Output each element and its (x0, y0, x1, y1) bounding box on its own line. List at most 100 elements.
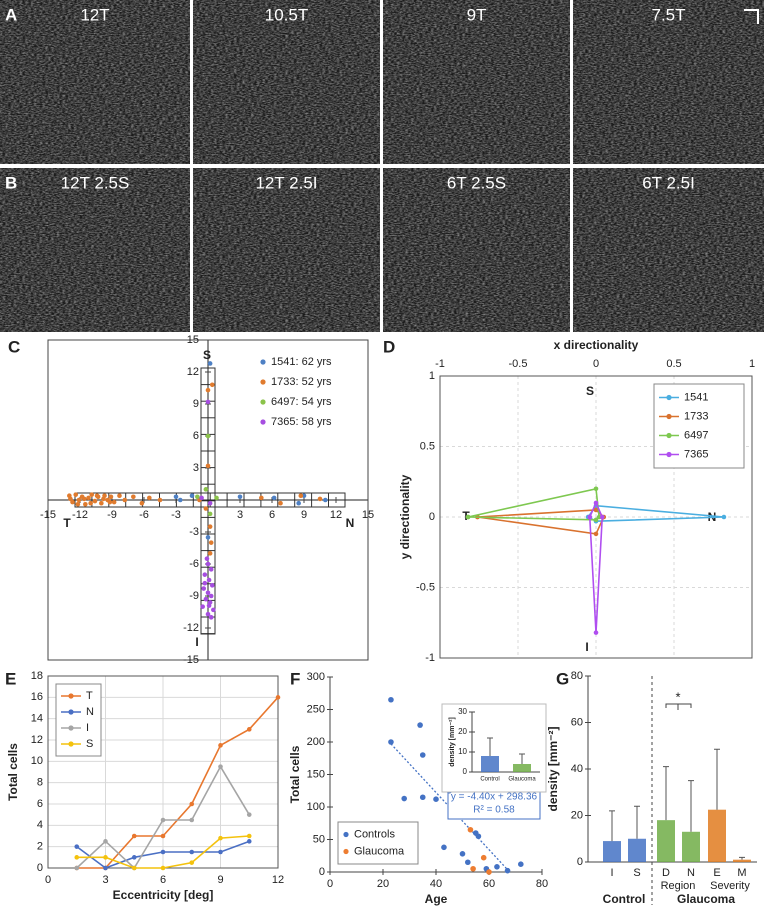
bar (657, 820, 675, 862)
y-tick-label: 50 (313, 833, 325, 845)
legend-marker (68, 725, 74, 731)
y-tick-label: -12 (183, 622, 199, 634)
data-point (494, 864, 500, 870)
data-point (419, 794, 426, 801)
x-tick-label: 9 (217, 874, 223, 886)
legend-label: Controls (354, 828, 395, 840)
data-point (201, 586, 207, 591)
y-tick-label: 16 (31, 691, 43, 703)
image-texture (383, 168, 570, 332)
legend-label: I (86, 722, 89, 734)
x-tick-label: -9 (107, 509, 117, 521)
image-texture (383, 0, 570, 164)
data-point (108, 494, 114, 500)
y-tick-label: -6 (189, 558, 199, 570)
legend-marker (260, 359, 266, 365)
data-point (177, 497, 183, 503)
category-label: M (737, 867, 746, 879)
data-point (75, 501, 81, 507)
data-point (74, 865, 80, 871)
inset-frame (441, 703, 547, 793)
data-point (246, 839, 252, 844)
tile-label: 7.5T (651, 5, 685, 24)
legend-label: 1733 (684, 410, 708, 422)
y-tick-label: 14 (31, 713, 43, 725)
data-point (518, 861, 524, 867)
series-line (467, 487, 600, 521)
x-tick-label: 9 (301, 509, 307, 521)
data-point (388, 739, 394, 745)
data-point (205, 399, 211, 405)
panel-letter: F (290, 669, 300, 688)
data-point (593, 517, 599, 523)
data-point (88, 500, 93, 506)
data-point (160, 833, 166, 839)
data-point (117, 493, 122, 499)
data-point (459, 851, 466, 857)
data-point (721, 514, 727, 520)
direction-label: I (585, 640, 588, 654)
x-tick-label: 12 (272, 874, 284, 886)
error-bar (487, 737, 493, 756)
x-tick-label: 6 (160, 874, 166, 886)
y-tick-label: 40 (571, 763, 583, 775)
bar (628, 838, 646, 862)
data-point (465, 859, 471, 866)
data-point (587, 514, 593, 520)
bar (708, 809, 726, 862)
legend-marker (260, 379, 266, 385)
data-point (195, 494, 200, 500)
data-point (207, 500, 213, 506)
image-texture (193, 168, 380, 332)
legend-box (55, 683, 102, 757)
data-point (103, 865, 108, 871)
trend-r2: R² = 0.58 (473, 805, 515, 816)
error-bar (634, 805, 640, 839)
trend-equation: y = -4.40x + 298.36 (451, 792, 538, 803)
data-point (131, 833, 137, 839)
y-tick-label: 18 (31, 670, 43, 682)
data-point (470, 865, 476, 872)
bar (513, 764, 531, 772)
y-axis-label: Total cells (288, 745, 302, 803)
legend-box (337, 821, 419, 865)
data-point (218, 764, 223, 769)
x-tick-label: 40 (430, 878, 442, 890)
panel-letter: D (383, 337, 395, 356)
data-point (401, 795, 408, 802)
x-tick-label: -12 (72, 509, 88, 521)
data-point (246, 727, 252, 732)
data-point (388, 696, 394, 703)
data-point (68, 496, 73, 502)
data-point (593, 507, 599, 513)
y-tick-label: 200 (307, 736, 325, 748)
data-point (107, 499, 113, 505)
data-point (111, 499, 117, 505)
data-point (467, 826, 474, 833)
y-tick-label: -1 (425, 652, 435, 664)
y-tick-label: 20 (571, 809, 583, 821)
image-texture (193, 0, 380, 164)
x-tick-label: -15 (40, 509, 56, 521)
x-tick-label: 80 (536, 878, 548, 890)
x-tick-label: 3 (102, 874, 108, 886)
data-point (593, 630, 599, 635)
data-point (205, 535, 211, 540)
data-point (218, 849, 223, 855)
x-tick-label: 6 (269, 509, 275, 521)
group-label: Region (661, 880, 696, 892)
data-point (203, 596, 209, 602)
data-point (74, 844, 80, 849)
data-point (214, 495, 219, 501)
data-point (208, 615, 214, 620)
y-tick-label: 0 (429, 511, 435, 523)
data-point (205, 561, 211, 567)
data-point (275, 695, 281, 700)
trendline (390, 743, 511, 873)
x-tick-label: 20 (377, 878, 389, 890)
data-point (189, 860, 195, 865)
data-point (209, 382, 215, 388)
data-point (74, 855, 80, 860)
group-label: Glaucoma (677, 892, 735, 906)
data-point (103, 839, 108, 844)
